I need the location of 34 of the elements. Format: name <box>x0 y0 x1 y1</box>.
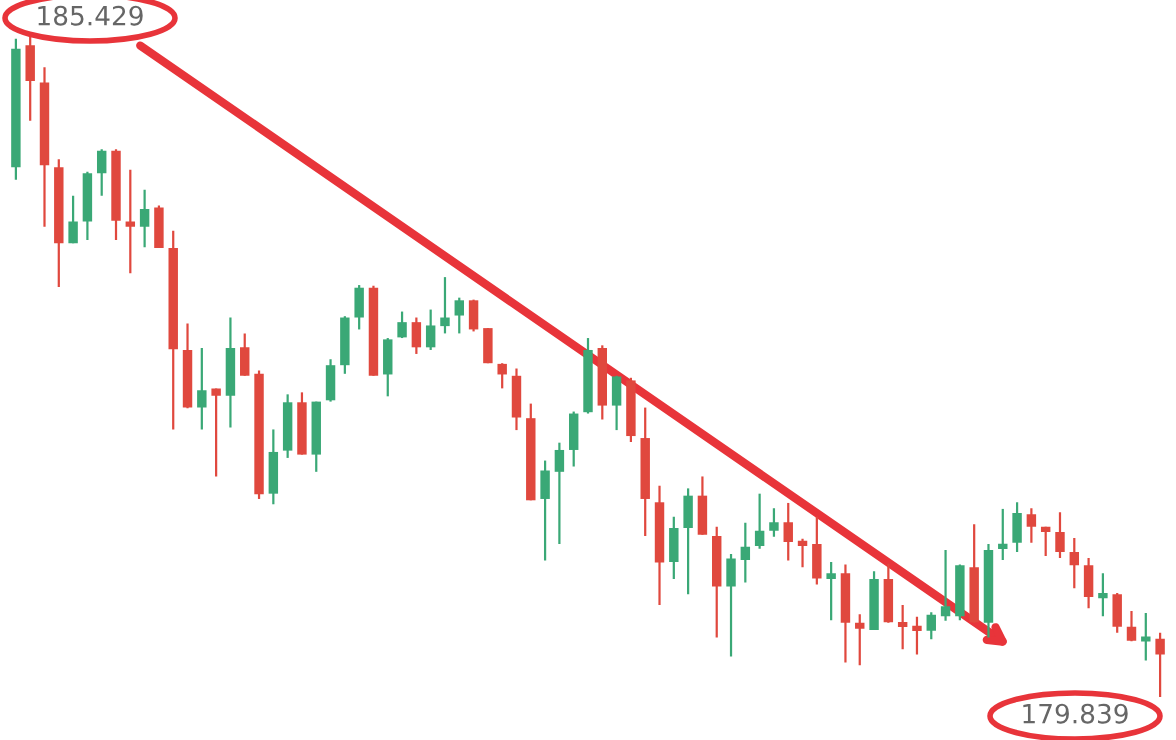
candlestick <box>68 194 78 245</box>
candlestick <box>912 615 922 656</box>
candlestick <box>897 603 908 651</box>
candlestick <box>1141 611 1151 662</box>
candlestick <box>454 296 464 335</box>
candlestick <box>497 362 507 390</box>
candlestick <box>826 560 836 622</box>
text: 185.429 <box>38 5 143 26</box>
candlestick <box>1098 572 1108 618</box>
candlestick <box>740 521 751 584</box>
candlestick <box>754 492 765 550</box>
text: 179.839 <box>1023 703 1128 724</box>
candlestick <box>125 168 136 275</box>
candlestick <box>783 501 793 562</box>
candlestick <box>425 308 436 352</box>
candlestick <box>998 507 1008 562</box>
candlestick <box>197 346 207 431</box>
candlestick <box>769 507 779 538</box>
candlestick <box>855 613 865 667</box>
candlestick <box>554 441 565 546</box>
candlestick <box>96 148 107 197</box>
candlestick <box>139 188 150 249</box>
candlestick <box>211 387 221 478</box>
candlestick <box>1126 609 1137 643</box>
candlestick <box>1055 511 1065 560</box>
candlestick <box>1155 631 1165 699</box>
candlestick <box>1069 536 1080 590</box>
candlestick <box>1040 525 1051 558</box>
candlestick <box>1026 507 1037 544</box>
candlestick <box>797 537 808 569</box>
candlestick <box>940 548 951 622</box>
candlestick <box>926 611 936 641</box>
candlestick <box>440 276 450 335</box>
candlestick <box>397 310 407 340</box>
